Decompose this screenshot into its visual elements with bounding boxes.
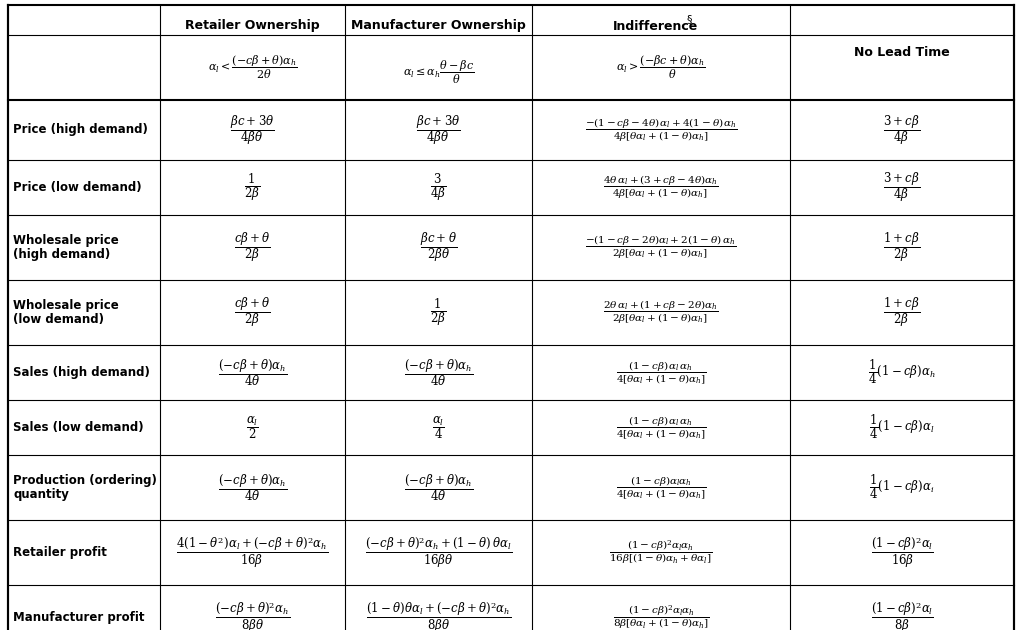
Text: $\dfrac{(1-c\beta)^2\alpha_l}{8\beta}$: $\dfrac{(1-c\beta)^2\alpha_l}{8\beta}$: [871, 600, 933, 630]
Text: Retailer profit: Retailer profit: [13, 546, 107, 559]
Text: $\dfrac{(-c\beta+\theta)\alpha_h}{4\theta}$: $\dfrac{(-c\beta+\theta)\alpha_h}{4\thet…: [218, 357, 287, 388]
Text: $\dfrac{\alpha_l}{4}$: $\dfrac{\alpha_l}{4}$: [432, 414, 445, 441]
Text: $\dfrac{2\theta\,\alpha_l+(1+c\beta-2\theta)\alpha_h}{2\beta[\theta\alpha_l+(1-\: $\dfrac{2\theta\,\alpha_l+(1+c\beta-2\th…: [603, 299, 718, 326]
Text: $\dfrac{\beta c+3\theta}{4\beta\theta}$: $\dfrac{\beta c+3\theta}{4\beta\theta}$: [416, 113, 461, 147]
Text: No Lead Time: No Lead Time: [854, 46, 949, 59]
Text: Manufacturer Ownership: Manufacturer Ownership: [352, 20, 526, 33]
Text: $\alpha_l > \dfrac{(-\beta c+\theta)\alpha_h}{\theta}$: $\alpha_l > \dfrac{(-\beta c+\theta)\alp…: [616, 54, 706, 81]
Text: $\dfrac{(-c\beta+\theta)\alpha_h}{4\theta}$: $\dfrac{(-c\beta+\theta)\alpha_h}{4\thet…: [404, 357, 473, 388]
Text: Price (low demand): Price (low demand): [13, 181, 142, 194]
Text: Retailer Ownership: Retailer Ownership: [185, 20, 320, 33]
Text: $\dfrac{1}{4}(1-c\beta)\alpha_l$: $\dfrac{1}{4}(1-c\beta)\alpha_l$: [870, 414, 935, 442]
Text: $\dfrac{1}{4}(1-c\beta)\alpha_h$: $\dfrac{1}{4}(1-c\beta)\alpha_h$: [868, 358, 936, 386]
Text: $\dfrac{1}{2\beta}$: $\dfrac{1}{2\beta}$: [430, 297, 447, 328]
Text: $\dfrac{(1-\theta)\theta\alpha_l+(-c\beta+\theta)^2\alpha_h}{8\beta\theta}$: $\dfrac{(1-\theta)\theta\alpha_l+(-c\bet…: [366, 600, 511, 630]
Text: $\dfrac{(1-c\beta)^2\alpha_l\alpha_h}{8\beta[\theta\alpha_l+(1-\theta)\alpha_h]}: $\dfrac{(1-c\beta)^2\alpha_l\alpha_h}{8\…: [612, 604, 709, 630]
Text: (high demand): (high demand): [13, 248, 110, 261]
Text: $\S$: $\S$: [686, 14, 693, 26]
Text: $\dfrac{1}{4}(1-c\beta)\alpha_i$: $\dfrac{1}{4}(1-c\beta)\alpha_i$: [870, 474, 935, 501]
Text: $\dfrac{\beta c+3\theta}{4\beta\theta}$: $\dfrac{\beta c+3\theta}{4\beta\theta}$: [230, 113, 275, 147]
Text: Manufacturer profit: Manufacturer profit: [13, 611, 144, 624]
Text: $\dfrac{4(1-\theta^2)\alpha_l+(-c\beta+\theta)^2\alpha_h}{16\beta}$: $\dfrac{4(1-\theta^2)\alpha_l+(-c\beta+\…: [177, 535, 329, 570]
Text: quantity: quantity: [13, 488, 68, 501]
Text: $\dfrac{1+c\beta}{2\beta}$: $\dfrac{1+c\beta}{2\beta}$: [883, 295, 921, 329]
Text: $\alpha_l < \dfrac{(-c\beta+\theta)\alpha_h}{2\theta}$: $\alpha_l < \dfrac{(-c\beta+\theta)\alph…: [207, 54, 297, 81]
Text: $\dfrac{(-c\beta+\theta)^2\alpha_h}{8\beta\theta}$: $\dfrac{(-c\beta+\theta)^2\alpha_h}{8\be…: [215, 600, 290, 630]
Text: $\alpha_l \leq \alpha_h\dfrac{\theta-\beta c}{\theta}$: $\alpha_l \leq \alpha_h\dfrac{\theta-\be…: [403, 59, 474, 86]
Text: Wholesale price: Wholesale price: [13, 299, 119, 312]
Text: Production (ordering): Production (ordering): [13, 474, 156, 487]
Text: Sales (low demand): Sales (low demand): [13, 421, 144, 434]
Text: $\dfrac{3+c\beta}{4\beta}$: $\dfrac{3+c\beta}{4\beta}$: [883, 113, 921, 147]
Text: $\dfrac{\alpha_l}{2}$: $\dfrac{\alpha_l}{2}$: [246, 414, 259, 441]
Text: $\dfrac{c\beta+\theta}{2\beta}$: $\dfrac{c\beta+\theta}{2\beta}$: [234, 295, 271, 329]
Text: $\dfrac{(1-c\beta)\alpha_l\alpha_h}{4[\theta\alpha_l+(1-\theta)\alpha_h]}$: $\dfrac{(1-c\beta)\alpha_l\alpha_h}{4[\t…: [615, 474, 706, 501]
Text: $\dfrac{(-c\beta+\theta)\alpha_h}{4\theta}$: $\dfrac{(-c\beta+\theta)\alpha_h}{4\thet…: [218, 472, 287, 503]
Text: $\dfrac{(1-c\beta)\,\alpha_l\,\alpha_h}{4[\theta\alpha_l+(1-\theta)\alpha_h]}$: $\dfrac{(1-c\beta)\,\alpha_l\,\alpha_h}{…: [615, 414, 706, 441]
Text: $\dfrac{1}{2\beta}$: $\dfrac{1}{2\beta}$: [244, 172, 261, 203]
Text: $\dfrac{-(1-c\beta-2\theta)\alpha_l+2(1-\theta)\,\alpha_h}{2\beta[\theta\alpha_l: $\dfrac{-(1-c\beta-2\theta)\alpha_l+2(1-…: [586, 234, 737, 261]
Text: $\dfrac{-(1-c\beta-4\theta)\,\alpha_l+4(1-\theta)\,\alpha_h}{4\beta[\theta\alpha: $\dfrac{-(1-c\beta-4\theta)\,\alpha_l+4(…: [585, 117, 738, 144]
Text: (low demand): (low demand): [13, 313, 104, 326]
Text: $\dfrac{(1-c\beta)^2\alpha_l}{16\beta}$: $\dfrac{(1-c\beta)^2\alpha_l}{16\beta}$: [871, 535, 933, 570]
Text: $\dfrac{3+c\beta}{4\beta}$: $\dfrac{3+c\beta}{4\beta}$: [883, 171, 921, 204]
Text: $\dfrac{(-c\beta+\theta)^2\alpha_h+(1-\theta)\,\theta\alpha_l}{16\beta\theta}$: $\dfrac{(-c\beta+\theta)^2\alpha_h+(1-\t…: [365, 535, 512, 570]
Text: Sales (high demand): Sales (high demand): [13, 366, 150, 379]
Text: Price (high demand): Price (high demand): [13, 123, 148, 137]
Text: Wholesale price: Wholesale price: [13, 234, 119, 247]
Text: $\dfrac{3}{4\beta}$: $\dfrac{3}{4\beta}$: [430, 172, 447, 203]
Text: $\dfrac{(-c\beta+\theta)\alpha_h}{4\theta}$: $\dfrac{(-c\beta+\theta)\alpha_h}{4\thet…: [404, 472, 473, 503]
Text: $\dfrac{1+c\beta}{2\beta}$: $\dfrac{1+c\beta}{2\beta}$: [883, 231, 921, 265]
Text: $\dfrac{\beta c+\theta}{2\beta\theta}$: $\dfrac{\beta c+\theta}{2\beta\theta}$: [420, 231, 457, 265]
Text: $\dfrac{(1-c\beta)\,\alpha_l\,\alpha_h}{4[\theta\alpha_l+(1-\theta)\alpha_h]}$: $\dfrac{(1-c\beta)\,\alpha_l\,\alpha_h}{…: [615, 359, 706, 386]
Text: Indifference: Indifference: [613, 20, 699, 33]
Text: $\dfrac{(1-c\beta)^2\alpha_l\alpha_h}{16\beta[(1-\theta)\alpha_h+\theta\alpha_l]: $\dfrac{(1-c\beta)^2\alpha_l\alpha_h}{16…: [609, 539, 712, 566]
Text: $\dfrac{c\beta+\theta}{2\beta}$: $\dfrac{c\beta+\theta}{2\beta}$: [234, 231, 271, 265]
Text: $\dfrac{4\theta\,\alpha_l+(3+c\beta-4\theta)\alpha_h}{4\beta[\theta\alpha_l+(1-\: $\dfrac{4\theta\,\alpha_l+(3+c\beta-4\th…: [603, 174, 718, 201]
